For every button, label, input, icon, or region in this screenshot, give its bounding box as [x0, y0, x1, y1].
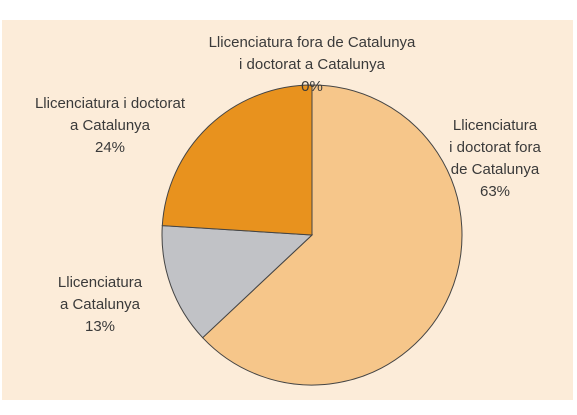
slice-label: Llicenciatura i doctorat a Catalunya 24%	[35, 95, 186, 156]
slice-label-line: Llicenciatura	[453, 117, 538, 134]
slice-label-line: Llicenciatura fora de Catalunya	[209, 34, 416, 51]
slice-label: Llicenciatura i doctorat fora de Catalunya…	[449, 117, 541, 200]
slice-label-line: Llicenciatura i doctorat	[35, 95, 186, 112]
slice-label: Llicenciatura a Catalunya 13%	[58, 274, 143, 335]
slice-label-line: Llicenciatura	[58, 274, 143, 291]
slice-value-label: 13%	[85, 318, 115, 335]
pie-slice	[201, 84, 463, 386]
slice-value-label: 0%	[301, 78, 323, 95]
slice-label-line: a Catalunya	[70, 117, 151, 134]
slice-label-line: i doctorat fora	[449, 139, 541, 156]
slice-label-line: de Catalunya	[451, 161, 540, 178]
slice-label: Llicenciatura fora de Catalunya i doctora…	[209, 34, 416, 95]
slice-label-line: i doctorat a Catalunya	[239, 56, 386, 73]
slice-label-line: a Catalunya	[60, 296, 141, 313]
pie-slice	[161, 225, 314, 339]
slice-value-label: 63%	[480, 183, 510, 200]
pie-slice	[161, 84, 313, 236]
slice-value-label: 24%	[95, 139, 125, 156]
